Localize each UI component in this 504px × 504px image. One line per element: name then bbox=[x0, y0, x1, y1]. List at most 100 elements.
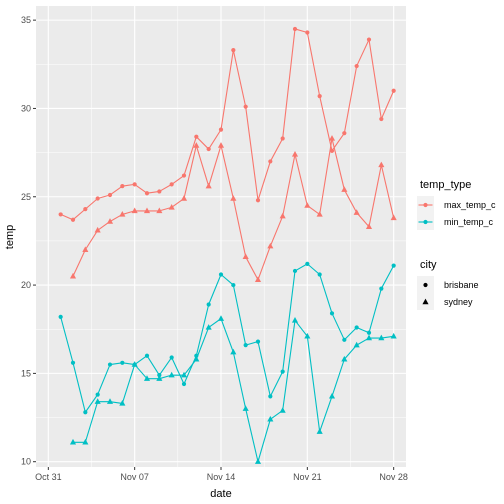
data-point-max_temp_c-sydney bbox=[316, 211, 323, 217]
data-point-max_temp_c-brisbane bbox=[391, 88, 396, 93]
x-axis: Oct 31 Nov 07 Nov 14 Nov 21 Nov 28 bbox=[35, 467, 408, 482]
data-point-min_temp_c-sydney bbox=[180, 371, 188, 378]
y-tick-label: 35 bbox=[21, 15, 31, 25]
data-point-max_temp_c-sydney bbox=[365, 223, 373, 229]
data-point-max_temp_c-sydney bbox=[353, 209, 360, 215]
data-point-max_temp_c-sydney bbox=[193, 142, 200, 148]
data-point-max_temp_c-brisbane bbox=[83, 207, 88, 212]
data-point-min_temp_c-sydney bbox=[390, 332, 397, 339]
series-line-min_temp_c-brisbane bbox=[60, 263, 395, 413]
data-point-max_temp_c-brisbane bbox=[194, 134, 199, 139]
data-point-max_temp_c-sydney bbox=[267, 242, 274, 249]
data-point-max_temp_c-brisbane bbox=[243, 104, 248, 109]
data-point-min_temp_c-sydney bbox=[217, 315, 225, 321]
data-point-min_temp_c-brisbane bbox=[70, 360, 76, 365]
data-point-max_temp_c-brisbane bbox=[354, 63, 359, 69]
data-point-min_temp_c-sydney bbox=[193, 355, 200, 362]
data-point-max_temp_c-brisbane bbox=[218, 127, 224, 132]
y-axis: 10 15 20 25 30 35 bbox=[21, 15, 36, 467]
x-tick-label: Nov 07 bbox=[120, 472, 149, 482]
data-point-min_temp_c-brisbane bbox=[255, 339, 261, 344]
data-point-min_temp_c-sydney bbox=[316, 428, 323, 434]
series-points bbox=[58, 26, 397, 464]
legend-label: min_temp_c bbox=[444, 217, 494, 227]
data-point-max_temp_c-sydney bbox=[143, 207, 151, 214]
x-axis-title: date bbox=[210, 488, 231, 500]
data-point-max_temp_c-sydney bbox=[205, 182, 212, 189]
data-point-max_temp_c-brisbane bbox=[379, 116, 384, 122]
data-point-min_temp_c-brisbane bbox=[206, 302, 211, 307]
y-tick-label: 10 bbox=[21, 457, 31, 467]
y-tick-label: 30 bbox=[21, 103, 31, 113]
data-point-min_temp_c-brisbane bbox=[243, 343, 248, 348]
legend-key-triangle bbox=[422, 298, 429, 305]
data-point-min_temp_c-sydney bbox=[242, 405, 249, 411]
data-point-max_temp_c-sydney bbox=[328, 135, 336, 141]
data-point-max_temp_c-brisbane bbox=[329, 148, 335, 153]
legend-title: temp_type bbox=[420, 179, 471, 191]
data-point-min_temp_c-sydney bbox=[106, 398, 114, 404]
data-point-min_temp_c-brisbane bbox=[107, 362, 113, 367]
data-point-min_temp_c-sydney bbox=[267, 415, 274, 422]
y-axis-title: temp bbox=[4, 225, 16, 249]
data-point-max_temp_c-sydney bbox=[156, 207, 163, 214]
data-point-max_temp_c-sydney bbox=[279, 212, 286, 219]
data-point-min_temp_c-sydney bbox=[279, 407, 286, 413]
data-point-min_temp_c-sydney bbox=[341, 355, 348, 362]
data-point-max_temp_c-sydney bbox=[291, 150, 299, 157]
legend-key-point bbox=[423, 219, 428, 225]
data-point-max_temp_c-brisbane bbox=[366, 37, 372, 42]
data-point-min_temp_c-brisbane bbox=[354, 325, 359, 330]
data-point-max_temp_c-brisbane bbox=[169, 182, 174, 187]
data-point-max_temp_c-brisbane bbox=[280, 136, 285, 141]
data-point-min_temp_c-brisbane bbox=[231, 282, 236, 288]
data-point-min_temp_c-sydney bbox=[205, 324, 212, 330]
data-point-max_temp_c-sydney bbox=[94, 226, 101, 233]
grid-major bbox=[36, 6, 406, 467]
data-point-max_temp_c-sydney bbox=[82, 246, 89, 252]
data-point-min_temp_c-brisbane bbox=[194, 353, 199, 358]
data-point-min_temp_c-sydney bbox=[94, 398, 101, 404]
data-point-min_temp_c-sydney bbox=[291, 316, 299, 323]
legend-key-circle bbox=[423, 282, 428, 288]
data-point-max_temp_c-sydney bbox=[217, 142, 225, 148]
data-point-max_temp_c-sydney bbox=[390, 214, 397, 221]
data-point-min_temp_c-brisbane bbox=[120, 360, 125, 365]
data-point-max_temp_c-brisbane bbox=[120, 184, 125, 189]
data-point-max_temp_c-brisbane bbox=[342, 131, 347, 136]
data-point-min_temp_c-sydney bbox=[82, 438, 89, 445]
data-point-max_temp_c-sydney bbox=[378, 161, 385, 168]
data-point-max_temp_c-brisbane bbox=[292, 26, 298, 32]
data-point-min_temp_c-sydney bbox=[254, 458, 262, 464]
data-point-max_temp_c-brisbane bbox=[132, 182, 137, 187]
legend-key-point bbox=[423, 202, 428, 208]
data-point-min_temp_c-sydney bbox=[156, 375, 163, 381]
data-point-max_temp_c-sydney bbox=[131, 207, 138, 214]
data-point-min_temp_c-brisbane bbox=[95, 392, 100, 397]
data-point-max_temp_c-brisbane bbox=[70, 217, 76, 222]
legend-label: brisbane bbox=[444, 280, 479, 290]
data-point-min_temp_c-brisbane bbox=[391, 263, 396, 268]
data-point-min_temp_c-sydney bbox=[168, 371, 175, 378]
data-point-max_temp_c-brisbane bbox=[58, 212, 63, 217]
data-point-min_temp_c-brisbane bbox=[169, 355, 174, 360]
x-tick-label: Nov 28 bbox=[379, 472, 408, 482]
data-point-min_temp_c-brisbane bbox=[144, 353, 150, 358]
data-point-min_temp_c-brisbane bbox=[317, 272, 322, 277]
data-point-min_temp_c-brisbane bbox=[379, 286, 384, 291]
data-point-min_temp_c-sydney bbox=[304, 332, 311, 339]
data-point-max_temp_c-sydney bbox=[304, 202, 311, 208]
data-point-max_temp_c-brisbane bbox=[255, 198, 261, 203]
data-point-max_temp_c-brisbane bbox=[317, 93, 322, 99]
data-point-max_temp_c-sydney bbox=[69, 272, 77, 279]
y-tick-label: 25 bbox=[21, 192, 31, 202]
data-point-max_temp_c-brisbane bbox=[231, 48, 236, 53]
data-point-max_temp_c-brisbane bbox=[107, 192, 113, 198]
data-point-min_temp_c-brisbane bbox=[329, 311, 335, 316]
legend-title: city bbox=[420, 259, 437, 271]
data-point-min_temp_c-brisbane bbox=[342, 337, 347, 342]
data-point-min_temp_c-brisbane bbox=[280, 369, 285, 374]
data-point-min_temp_c-sydney bbox=[353, 341, 360, 348]
y-tick-label: 20 bbox=[21, 280, 31, 290]
